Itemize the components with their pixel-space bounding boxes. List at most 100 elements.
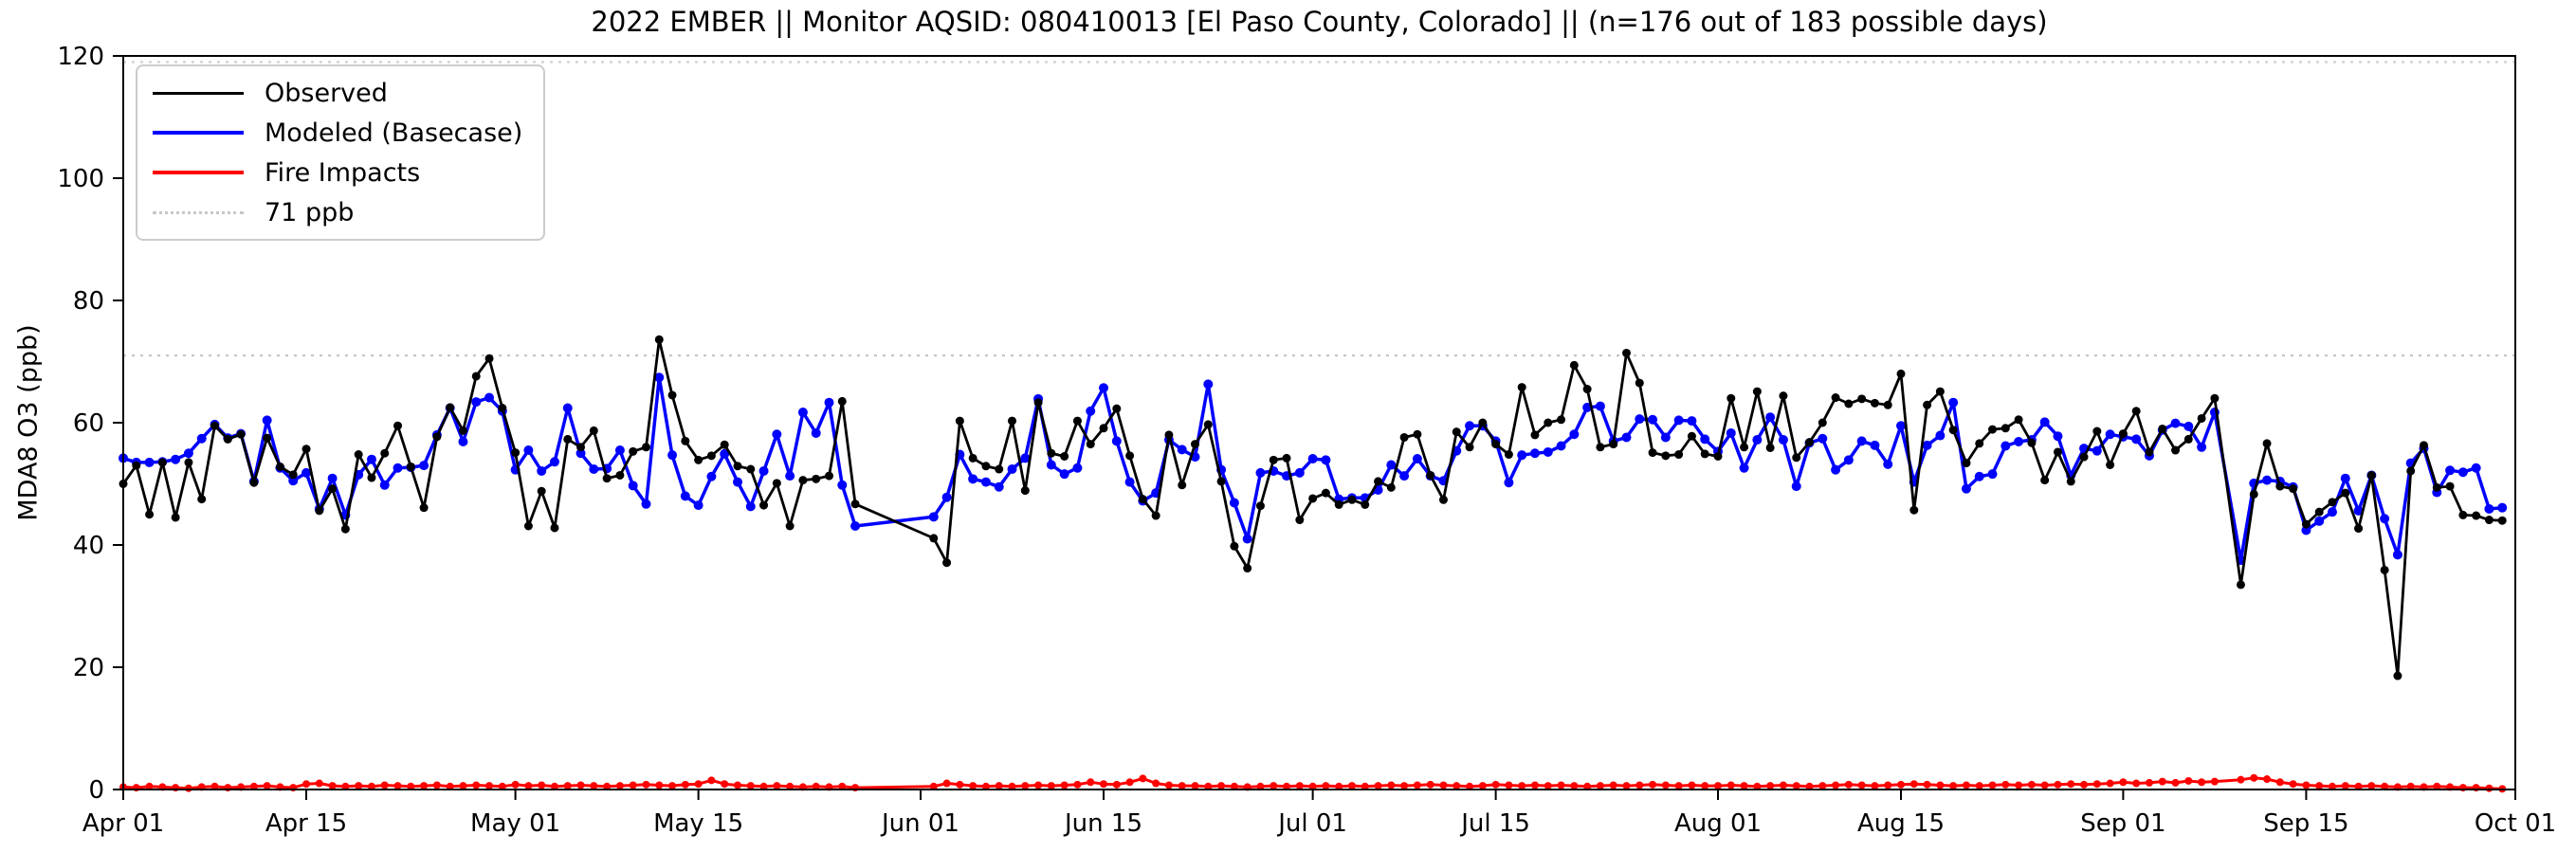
data-point [1112,404,1122,413]
data-point [262,415,272,426]
data-point [706,451,716,461]
data-point [1361,499,1370,509]
x-tick-label: Apr 01 [82,809,164,838]
data-point [628,481,638,491]
data-point [1987,469,1998,480]
data-point [2341,488,2350,498]
data-point [1452,427,1461,437]
data-point [980,477,991,487]
data-point [1818,418,1827,427]
data-point [824,397,834,408]
data-point [1530,781,1539,789]
data-point [2327,507,2337,517]
data-point [2497,502,2508,513]
data-point [1034,781,1043,789]
legend: Observed Modeled (Basecase) Fire Impacts… [136,64,546,241]
data-point [1844,399,1854,408]
data-point [641,443,650,452]
data-point [393,782,402,790]
data-point [681,780,689,789]
data-point [733,462,742,471]
data-point [1831,393,1840,403]
data-point [550,523,559,533]
data-point [2184,776,2193,785]
data-point [981,462,991,471]
data-point [1974,471,1984,481]
data-point [1582,385,1592,394]
data-point [1060,451,1069,461]
data-point [2484,503,2494,514]
data-point [589,464,599,475]
data-point [301,445,311,454]
data-point [1726,781,1735,789]
data-point [197,495,207,504]
data-point [1164,430,1174,440]
data-point [1177,445,1187,455]
data-point [366,454,376,464]
data-point [367,782,375,790]
data-point [523,521,533,531]
data-point [1687,431,1696,441]
data-point [2457,467,2468,478]
data-point [2314,516,2325,526]
data-point [2053,447,2062,457]
data-point [732,477,742,487]
data-point [2381,782,2389,790]
data-point [2445,481,2455,491]
data-point [1111,436,1122,446]
data-point [772,479,781,488]
data-point [706,471,717,481]
data-point [1307,454,1318,464]
data-point [1857,781,1866,789]
data-point [184,784,192,792]
data-point [1033,398,1043,408]
data-point [1831,464,1841,475]
data-point [1322,782,1330,790]
data-point [1269,455,1278,464]
data-point [1191,782,1199,790]
data-point [2210,777,2219,786]
x-tick-label: Oct 01 [2475,809,2556,838]
legend-label: Fire Impacts [265,157,421,188]
data-point [171,513,180,522]
data-point [537,465,547,476]
data-point [1740,782,1748,790]
x-tick-label: Jul 15 [1459,809,1530,838]
data-point [1544,418,1553,427]
data-point [2262,439,2272,448]
data-point [2118,429,2128,439]
data-point [485,782,494,790]
fire-impacts-line-swatch [153,171,244,174]
data-point [145,510,155,519]
data-point [1386,460,1397,470]
data-point [721,780,729,789]
data-point [655,781,664,789]
data-point [2262,475,2273,485]
data-point [1962,459,1971,468]
data-point [1073,780,1082,789]
data-point [1649,780,1657,789]
data-point [956,780,964,789]
data-point [355,782,363,790]
data-point [563,434,573,444]
data-point [2472,511,2481,520]
y-tick-label: 120 [57,43,104,71]
data-point [1557,781,1565,789]
data-point [850,499,860,509]
data-point [1961,483,1971,494]
legend-item-fire-impacts: Fire Impacts [153,157,522,188]
data-point [681,436,690,445]
data-point [1099,424,1108,433]
data-point [929,534,939,543]
data-point [1529,448,1540,459]
data-point [1635,414,1645,425]
data-point [1673,415,1684,426]
data-point [432,781,441,789]
data-point [680,491,690,501]
data-point [484,354,494,363]
modeled-line-swatch [153,131,244,135]
data-point [1883,459,1893,469]
data-point [2067,780,2075,789]
data-point [1504,450,1513,460]
data-point [1870,440,1880,450]
